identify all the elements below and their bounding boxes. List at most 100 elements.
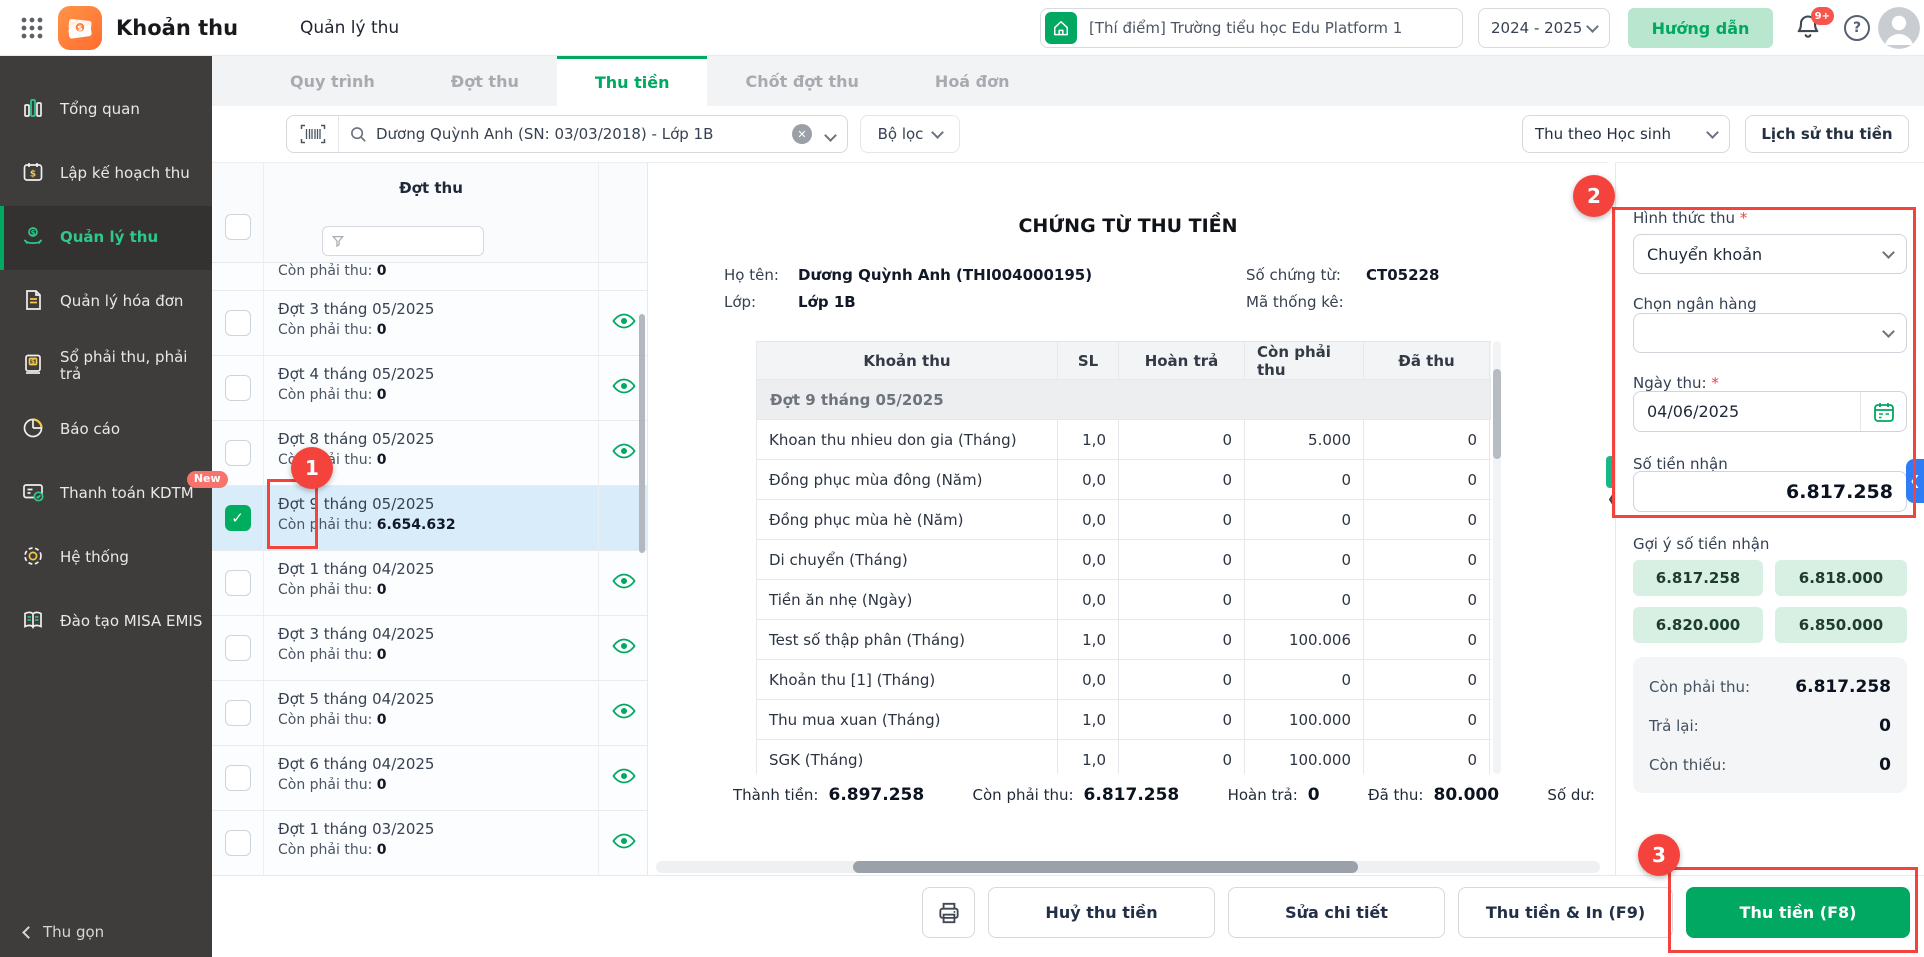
barcode-scan-button[interactable] [287,116,339,152]
edit-detail-button[interactable]: Sửa chi tiết [1228,887,1445,938]
clear-search-icon[interactable]: ✕ [792,124,812,144]
fee-row: Di chuyển (Tháng)0,0 00 0 [756,540,1491,580]
tab-chot-dot-thu[interactable]: Chốt đợt thu [707,56,896,106]
row-checkbox[interactable] [225,440,251,466]
student-class: Lớp 1B [798,293,1092,311]
app-logo-icon[interactable]: $ [58,6,102,50]
school-year-select[interactable]: 2024 - 2025 [1478,8,1610,48]
view-receipt-eye-icon[interactable] [612,313,636,333]
batch-row[interactable]: Đợt 3 tháng 04/2025 Còn phải thu: 0 [212,616,648,681]
school-select[interactable]: [Thí điểm] Trường tiểu học Edu Platform … [1040,8,1463,48]
select-all-checkbox[interactable] [225,214,251,240]
view-receipt-eye-icon[interactable] [612,378,636,398]
sidebar-collapse-button[interactable]: Thu gọn [24,923,104,941]
sidebar-item-invoices[interactable]: Quản lý hóa đơn [0,270,212,334]
row-checkbox[interactable] [225,700,251,726]
row-checkbox[interactable] [225,570,251,596]
batch-row-selected[interactable]: ✓ Đợt 9 tháng 05/2025 Còn phải thu: 6.65… [212,486,648,551]
row-checkbox[interactable] [225,830,251,856]
tab-quy-trinh[interactable]: Quy trình [252,56,413,106]
sidebar-item-collection[interactable]: $ Quản lý thu [0,206,212,270]
row-checkbox-checked[interactable]: ✓ [225,505,251,531]
batch-list-scrollbar[interactable] [639,314,645,553]
batch-row[interactable]: Đợt 1 tháng 04/2025 Còn phải thu: 0 [212,551,648,616]
bank-label: Chọn ngân hàng [1633,295,1757,313]
guide-button[interactable]: Hướng dẫn [1628,8,1773,48]
sidebar-item-system[interactable]: Hệ thống [0,526,212,590]
fee-row: Khoản thu [1] (Tháng)0,0 00 0 [756,660,1491,700]
panel-splitter-handle[interactable] [1606,456,1615,488]
chevron-down-icon [932,126,945,139]
search-dropdown-chevron[interactable] [822,125,847,144]
batch-row[interactable]: Đợt 1 tháng 03/2025 Còn phải thu: 0 [212,811,648,875]
calendar-icon[interactable] [1860,392,1906,431]
batch-filter-input[interactable] [322,226,484,256]
receipt-doc-info: Số chứng từ: CT05228 Mã thống kê: [1246,266,1439,311]
sidebar-item-plan[interactable]: $ Lập kế hoạch thu [0,142,212,206]
sidebar-item-label: Hệ thống [60,549,129,566]
cancel-collection-button[interactable]: Huỷ thu tiền [988,887,1215,938]
tab-dot-thu[interactable]: Đợt thu [413,56,557,106]
collect-and-print-button[interactable]: Thu tiền & In (F9) [1458,887,1673,938]
bank-select[interactable] [1633,313,1907,353]
annotation-step-2: 2 [1573,175,1615,217]
tab-hoa-don[interactable]: Hoá đơn [897,56,1048,106]
fee-row: Thu mua xuan (Tháng)1,0 0100.000 0 [756,700,1491,740]
help-icon[interactable]: ? [1844,15,1870,41]
pie-chart-icon [21,416,45,444]
view-receipt-eye-icon[interactable] [612,833,636,853]
collect-mode-value: Thu theo Học sinh [1535,125,1671,143]
sidebar-item-ledger[interactable]: $ Sổ phải thu, phải trả [0,334,212,398]
receipt-hscrollbar[interactable] [853,861,1358,873]
notification-bell-icon[interactable]: 9+ [1794,13,1826,45]
annotation-step-3: 3 [1638,834,1680,876]
row-checkbox[interactable] [225,635,251,661]
batch-row[interactable]: Đợt 4 tháng 05/2025 Còn phải thu: 0 [212,356,648,421]
batch-row[interactable]: Đợt 6 tháng 04/2025 Còn phải thu: 0 [212,746,648,811]
view-receipt-eye-icon[interactable] [612,768,636,788]
batch-row[interactable]: Đợt 5 tháng 04/2025 Còn phải thu: 0 [212,681,648,746]
batch-row[interactable]: Còn phải thu: 0 [212,263,648,291]
sidebar-item-overview[interactable]: Tổng quan [0,78,212,142]
view-receipt-eye-icon[interactable] [612,573,636,593]
method-select[interactable]: Chuyển khoản [1633,234,1907,274]
sidebar-item-training[interactable]: Đào tạo MISA EMIS [0,590,212,654]
received-amount-input[interactable]: 6.817.258 [1633,471,1907,512]
receipt-student-info: Họ tên: Dương Quỳnh Anh (THI004000195) L… [724,266,1092,311]
batch-row[interactable]: Đợt 8 tháng 05/2025 Còn phải thu: 0 [212,421,648,486]
chevron-down-icon [1882,246,1895,259]
batch-row[interactable]: Đợt 3 tháng 05/2025 Còn phải thu: 0 [212,291,648,356]
view-receipt-eye-icon[interactable] [612,638,636,658]
open-book-icon [21,608,45,636]
view-receipt-eye-icon[interactable] [612,443,636,463]
sidebar-item-label: Đào tạo MISA EMIS [60,613,202,630]
app-grid-icon[interactable] [18,14,46,42]
suggestion-chip[interactable]: 6.817.258 [1633,560,1763,596]
new-badge: New [187,471,228,488]
svg-text:$: $ [77,23,83,33]
suggestion-chip[interactable]: 6.820.000 [1633,607,1763,643]
sidebar-expand-handle[interactable]: ❮ [1906,459,1924,503]
suggestion-chip[interactable]: 6.818.000 [1775,560,1907,596]
fee-table-scrollbar[interactable] [1493,369,1501,459]
date-label: Ngày thu: * [1633,374,1719,392]
sidebar-item-reports[interactable]: Báo cáo [0,398,212,462]
row-checkbox[interactable] [225,375,251,401]
suggestion-chip[interactable]: 6.850.000 [1775,607,1907,643]
collect-mode-select[interactable]: Thu theo Học sinh [1522,115,1730,153]
row-checkbox[interactable] [225,765,251,791]
print-button[interactable] [922,887,975,938]
collect-date-input[interactable]: 04/06/2025 [1633,391,1907,432]
row-checkbox[interactable] [225,310,251,336]
collect-button[interactable]: Thu tiền (F8) [1686,887,1910,938]
collection-history-button[interactable]: Lịch sử thu tiền [1745,115,1909,153]
tab-thu-tien[interactable]: Thu tiền [557,56,708,106]
view-receipt-eye-icon[interactable] [612,703,636,723]
filter-button[interactable]: Bộ lọc [860,115,960,153]
funnel-icon [331,234,345,248]
notification-badge: 9+ [1811,7,1834,25]
fee-row: Test số thập phân (Tháng)1,0 0100.006 0 [756,620,1491,660]
search-input[interactable]: Dương Quỳnh Anh (SN: 03/03/2018) - Lớp 1… [339,124,822,144]
avatar[interactable] [1878,7,1920,49]
sidebar-item-cashless-payment[interactable]: Thanh toán KDTM New [0,462,212,526]
